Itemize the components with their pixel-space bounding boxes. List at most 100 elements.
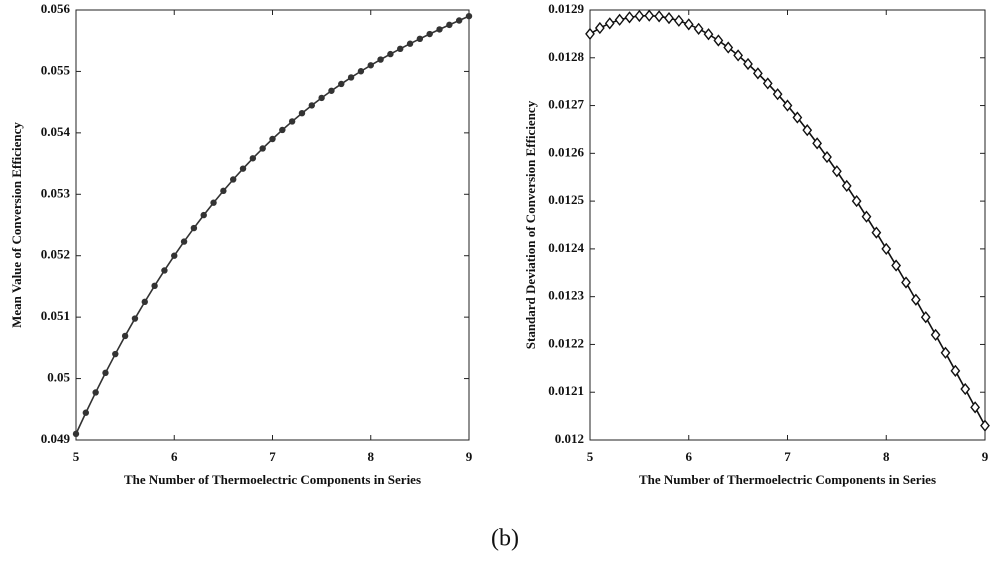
y-axis-title: Standard Deviation of Conversion Efficie… <box>523 100 538 349</box>
marker <box>723 41 734 54</box>
marker <box>249 155 257 162</box>
marker <box>190 224 198 232</box>
marker <box>397 45 404 53</box>
x-axis-title: The Number of Thermoelectric Components … <box>124 472 421 487</box>
marker <box>92 389 99 396</box>
caption: (b) <box>491 526 519 552</box>
marker <box>288 118 296 125</box>
marker <box>683 18 694 31</box>
y-tick-label: 0.051 <box>41 308 70 323</box>
x-tick-label: 6 <box>171 449 178 464</box>
marker <box>102 369 109 377</box>
marker <box>664 11 674 25</box>
y-tick-label: 0.0127 <box>548 97 584 112</box>
marker <box>259 145 266 152</box>
y-tick-label: 0.0124 <box>548 240 584 255</box>
series-line <box>75 15 470 435</box>
marker <box>614 13 625 26</box>
marker <box>436 26 443 33</box>
y-tick-label: 0.012 <box>555 431 584 446</box>
axes-box <box>589 9 986 441</box>
marker <box>752 67 763 80</box>
marker <box>693 22 704 35</box>
marker <box>782 99 793 112</box>
marker <box>970 401 981 414</box>
marker <box>940 346 951 359</box>
marker <box>387 50 394 58</box>
marker <box>298 110 306 117</box>
marker <box>920 311 931 324</box>
marker <box>891 259 902 272</box>
marker <box>131 315 139 322</box>
marker <box>930 328 941 342</box>
y-tick-label: 0.054 <box>41 124 71 139</box>
marker <box>980 419 990 432</box>
marker <box>269 135 276 143</box>
marker <box>357 68 365 75</box>
x-tick-label: 8 <box>883 449 890 464</box>
x-tick-label: 7 <box>269 449 276 464</box>
marker <box>112 350 119 358</box>
x-axis-title: The Number of Thermoelectric Components … <box>639 472 936 487</box>
y-tick-label: 0.052 <box>41 247 70 262</box>
axes-box <box>75 9 470 441</box>
marker <box>634 9 645 23</box>
y-tick-label: 0.056 <box>41 1 71 16</box>
marker <box>654 10 665 23</box>
marker <box>151 282 158 290</box>
marker <box>604 17 615 30</box>
x-tick-label: 7 <box>784 449 791 464</box>
marker <box>585 27 595 41</box>
marker <box>308 102 315 109</box>
marker <box>802 124 813 137</box>
marker <box>594 21 605 35</box>
y-tick-label: 0.053 <box>41 185 71 200</box>
marker <box>210 199 217 206</box>
marker <box>328 87 335 94</box>
marker <box>743 57 753 71</box>
marker <box>200 211 207 219</box>
marker <box>338 80 345 88</box>
marker <box>703 28 714 41</box>
marker <box>72 430 80 438</box>
x-tick-label: 6 <box>686 449 693 464</box>
x-tick-label: 9 <box>466 449 473 464</box>
marker <box>377 56 384 63</box>
x-tick-label: 9 <box>982 449 989 464</box>
marker <box>171 252 178 259</box>
marker <box>713 34 724 47</box>
marker <box>161 267 168 274</box>
marker <box>318 94 325 102</box>
marker <box>121 332 129 340</box>
marker <box>230 176 237 183</box>
marker <box>220 187 227 195</box>
marker <box>822 150 832 164</box>
marker <box>841 179 852 193</box>
marker <box>673 14 684 27</box>
marker <box>792 111 803 124</box>
marker <box>812 137 823 150</box>
x-tick-label: 5 <box>73 449 80 464</box>
y-tick-label: 0.05 <box>47 370 70 385</box>
y-tick-label: 0.0122 <box>548 335 584 350</box>
x-tick-label: 5 <box>587 449 594 464</box>
marker <box>406 40 414 47</box>
marker <box>950 364 961 377</box>
y-tick-label: 0.0129 <box>548 1 584 16</box>
marker <box>279 126 286 134</box>
marker <box>82 409 90 416</box>
marker <box>772 88 783 101</box>
marker <box>960 382 971 396</box>
marker <box>367 62 374 69</box>
y-tick-label: 0.0125 <box>548 192 584 207</box>
marker <box>465 12 473 20</box>
marker <box>141 298 148 306</box>
marker <box>851 194 862 208</box>
marker <box>881 242 892 256</box>
marker <box>455 17 463 24</box>
marker <box>239 165 247 172</box>
marker <box>416 35 424 43</box>
marker <box>762 77 773 90</box>
marker <box>831 165 842 178</box>
